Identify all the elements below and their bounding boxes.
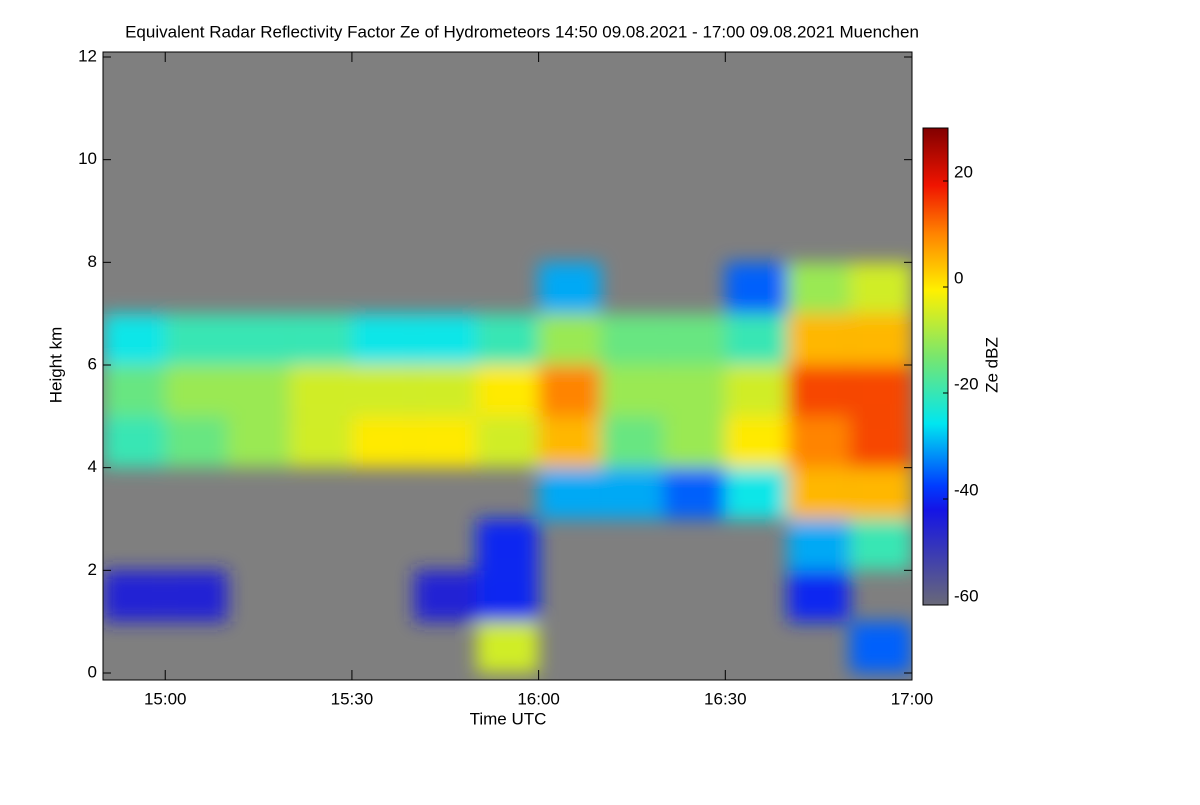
heatmap-cell	[787, 416, 850, 468]
heatmap-cell	[227, 416, 290, 468]
heatmap-cell	[663, 365, 726, 417]
heatmap-cell	[476, 570, 539, 622]
heatmap-cell	[849, 313, 912, 365]
heatmap-cell	[227, 365, 290, 417]
heatmap-cell	[289, 416, 352, 468]
chart-title: Equivalent Radar Reflectivity Factor Ze …	[125, 22, 919, 41]
heatmap-cell	[538, 467, 601, 519]
heatmap-cell	[600, 416, 664, 468]
x-tick-label: 15:00	[144, 689, 187, 708]
heatmap-cell	[787, 262, 850, 314]
heatmap-cell	[476, 313, 539, 365]
heatmap-cell	[476, 621, 539, 673]
heatmap-cell	[725, 313, 788, 365]
x-tick-label: 17:00	[891, 689, 934, 708]
heatmap-cell	[600, 313, 664, 365]
heatmap-cell	[165, 365, 228, 417]
heatmap-cell	[849, 621, 912, 673]
heatmap-cell	[227, 313, 290, 365]
heatmap-cell	[538, 416, 601, 468]
heatmap-cell	[476, 519, 539, 571]
y-tick-label: 6	[88, 354, 97, 373]
heatmap-cell	[165, 570, 228, 622]
heatmap-cell	[103, 365, 166, 417]
heatmap-cell	[849, 416, 912, 468]
heatmap-cell	[103, 313, 166, 365]
heatmap-cell	[538, 365, 601, 417]
heatmap-cell	[849, 365, 912, 417]
heatmap-cell	[663, 467, 726, 519]
y-tick-label: 4	[88, 457, 97, 476]
y-tick-label: 0	[88, 662, 97, 681]
heatmap-cell	[725, 416, 788, 468]
colorbar	[922, 127, 949, 606]
x-tick-label: 15:30	[331, 689, 374, 708]
heatmap-cell	[663, 416, 726, 468]
x-axis-label: Time UTC	[470, 709, 547, 728]
y-tick-label: 8	[88, 252, 97, 271]
heatmap-cells	[103, 262, 912, 673]
heatmap	[103, 262, 912, 673]
x-tick-label: 16:00	[517, 689, 560, 708]
heatmap-cell	[103, 570, 166, 622]
heatmap-cell	[476, 365, 539, 417]
heatmap-cell	[849, 262, 912, 314]
y-tick-label: 2	[88, 560, 97, 579]
colorbar-label: Ze dBZ	[982, 337, 1001, 393]
heatmap-cell	[289, 365, 352, 417]
colorbar-tick-label: 20	[954, 162, 973, 181]
heatmap-cell	[351, 416, 415, 468]
y-tick-label: 12	[78, 46, 97, 65]
heatmap-cell	[538, 262, 601, 314]
heatmap-cell	[849, 467, 912, 519]
y-tick-label: 10	[78, 149, 97, 168]
heatmap-cell	[725, 262, 788, 314]
heatmap-cell	[165, 416, 228, 468]
heatmap-cell	[787, 467, 850, 519]
heatmap-cell	[351, 313, 415, 365]
heatmap-cell	[600, 467, 664, 519]
heatmap-cell	[787, 519, 850, 571]
colorbar-tick-label: 0	[954, 268, 963, 287]
colorbar-tick-label: -40	[954, 480, 979, 499]
heatmap-cell	[103, 416, 166, 468]
heatmap-cell	[787, 313, 850, 365]
heatmap-cell	[414, 313, 477, 365]
heatmap-cell	[725, 467, 788, 519]
x-tick-label: 16:30	[704, 689, 747, 708]
heatmap-cell	[849, 519, 912, 571]
heatmap-cell	[289, 313, 352, 365]
heatmap-cell	[600, 365, 664, 417]
y-axis-label: Height km	[46, 327, 65, 404]
plot-frame	[102, 51, 913, 681]
heatmap-cell	[414, 365, 477, 417]
heatmap-cell	[476, 416, 539, 468]
heatmap-cell	[351, 365, 415, 417]
heatmap-cell	[787, 365, 850, 417]
heatmap-cell	[414, 416, 477, 468]
heatmap-cell	[414, 570, 477, 622]
heatmap-cell	[663, 313, 726, 365]
heatmap-cell	[725, 365, 788, 417]
colorbar-tick-label: -60	[954, 586, 979, 605]
colorbar-tick-label: -20	[954, 374, 979, 393]
heatmap-cell	[165, 313, 228, 365]
heatmap-cell	[538, 313, 601, 365]
heatmap-cell	[787, 570, 850, 622]
